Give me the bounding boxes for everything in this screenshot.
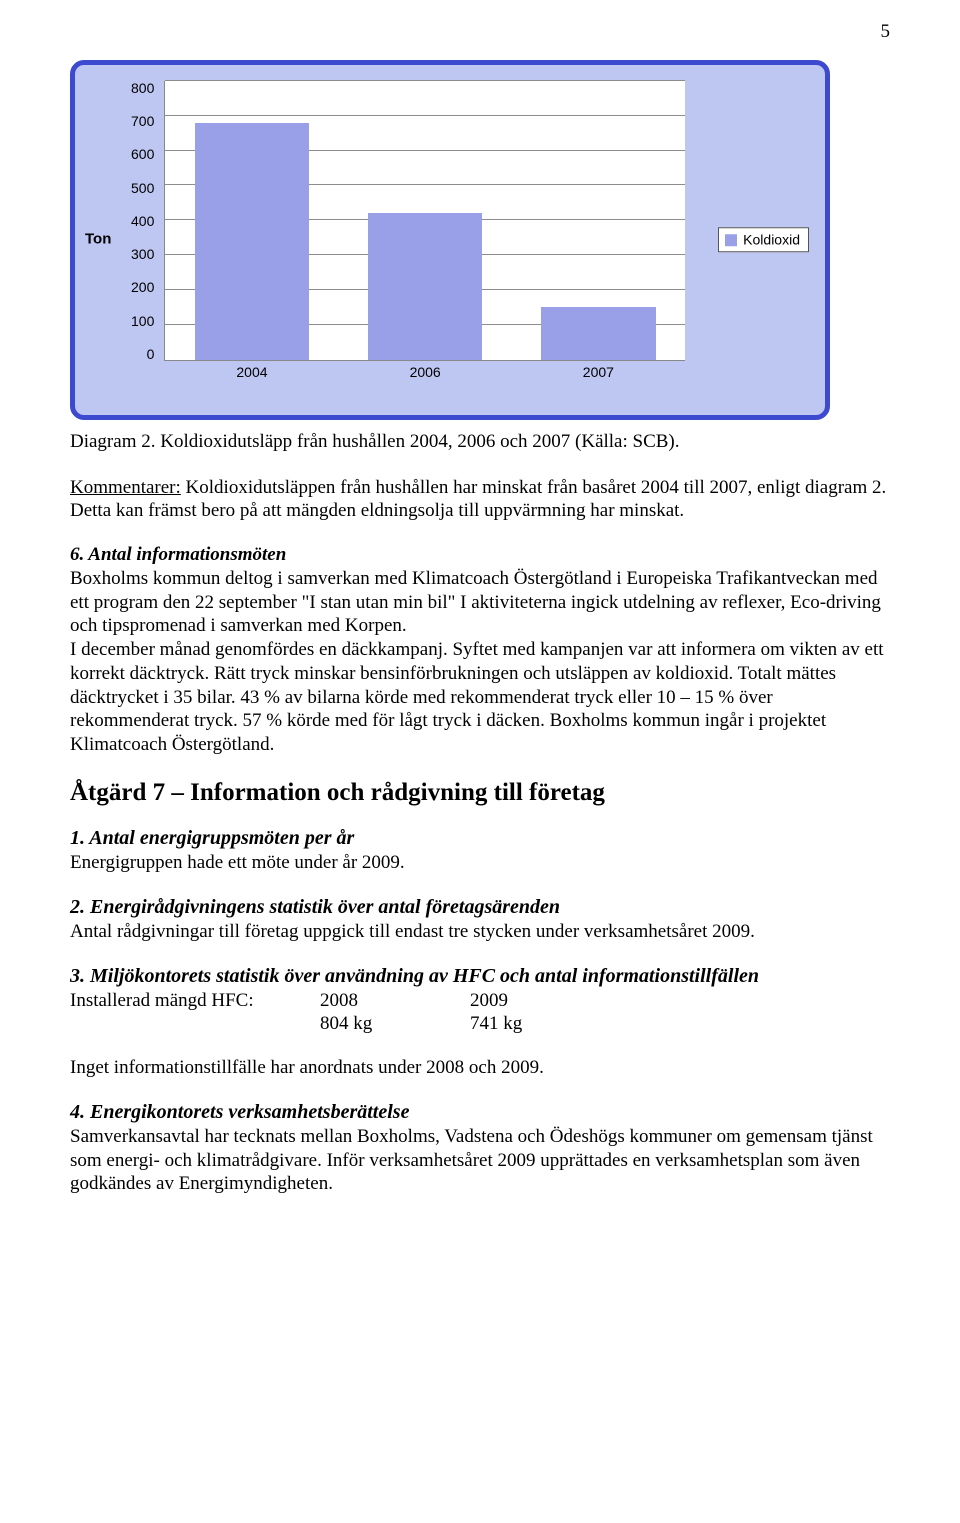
y-tick-label: 100 [131,314,154,328]
legend-label: Koldioxid [743,231,800,249]
sub1-block: 1. Antal energigruppsmöten per år Energi… [70,826,890,875]
page-number: 5 [70,20,890,44]
sub2-body: Antal rådgivningar till företag uppgick … [70,920,890,944]
y-axis-label: Ton [85,230,111,249]
chart-bar [368,213,482,359]
item6-body: Boxholms kommun deltog i samverkan med K… [70,567,890,757]
section7-heading: Åtgärd 7 – Information och rådgivning ti… [70,777,890,808]
hfc-header-row: Installerad mängd HFC: 2008 2009 [70,989,890,1013]
y-tick-label: 400 [131,214,154,228]
koldioxid-chart: Ton 8007006005004003002001000 2004200620… [70,60,830,420]
plot-area: 200420062007 [164,81,685,361]
chart-bar [541,307,655,359]
hfc-year-1: 2009 [470,989,620,1013]
y-tick-label: 300 [131,247,154,261]
y-tick-label: 700 [131,114,154,128]
sub3-heading: 3. Miljökontorets statistik över användn… [70,964,890,989]
kommentarer-label: Kommentarer: [70,477,181,498]
sub3-block: 3. Miljökontorets statistik över användn… [70,964,890,1037]
hfc-year-0: 2008 [320,989,470,1013]
kommentarer-body: Koldioxidutsläppen från hushållen har mi… [70,477,886,522]
sub4-body: Samverkansavtal har tecknats mellan Boxh… [70,1125,890,1196]
y-tick-label: 600 [131,147,154,161]
sub1-body: Energigruppen hade ett möte under år 200… [70,851,890,875]
y-tick-label: 500 [131,181,154,195]
sub1-heading: 1. Antal energigruppsmöten per år [70,826,890,851]
chart-caption: Diagram 2. Koldioxidutsläpp från hushåll… [70,430,890,454]
sub4-heading: 4. Energikontorets verksamhetsberättelse [70,1100,890,1125]
chart-legend: Koldioxid [718,227,809,253]
item6-block: 6. Antal informationsmöten Boxholms komm… [70,543,890,757]
legend-swatch-icon [725,234,737,246]
x-tick-label: 2007 [583,364,614,382]
hfc-label: Installerad mängd HFC: [70,989,320,1013]
y-tick-label: 800 [131,81,154,95]
sub4-block: 4. Energikontorets verksamhetsberättelse… [70,1100,890,1196]
caption-prefix: Diagram 2. [70,431,155,452]
hfc-note: Inget informationstillfälle har anordnat… [70,1056,890,1080]
item6-heading: 6. Antal informationsmöten [70,543,890,567]
y-tick-label: 200 [131,280,154,294]
y-tick-label: 0 [131,347,154,361]
sub2-block: 2. Energirådgivningens statistik över an… [70,895,890,944]
x-tick-label: 2006 [410,364,441,382]
caption-text: Koldioxidutsläpp från hushållen 2004, 20… [155,431,679,452]
sub2-heading: 2. Energirådgivningens statistik över an… [70,895,890,920]
x-tick-label: 2004 [236,364,267,382]
hfc-value-row: 804 kg 741 kg [70,1012,890,1036]
hfc-value-0: 804 kg [320,1012,470,1036]
kommentarer-paragraph: Kommentarer: Koldioxidutsläppen från hus… [70,476,890,524]
hfc-value-1: 741 kg [470,1012,620,1036]
chart-bar [195,123,309,360]
